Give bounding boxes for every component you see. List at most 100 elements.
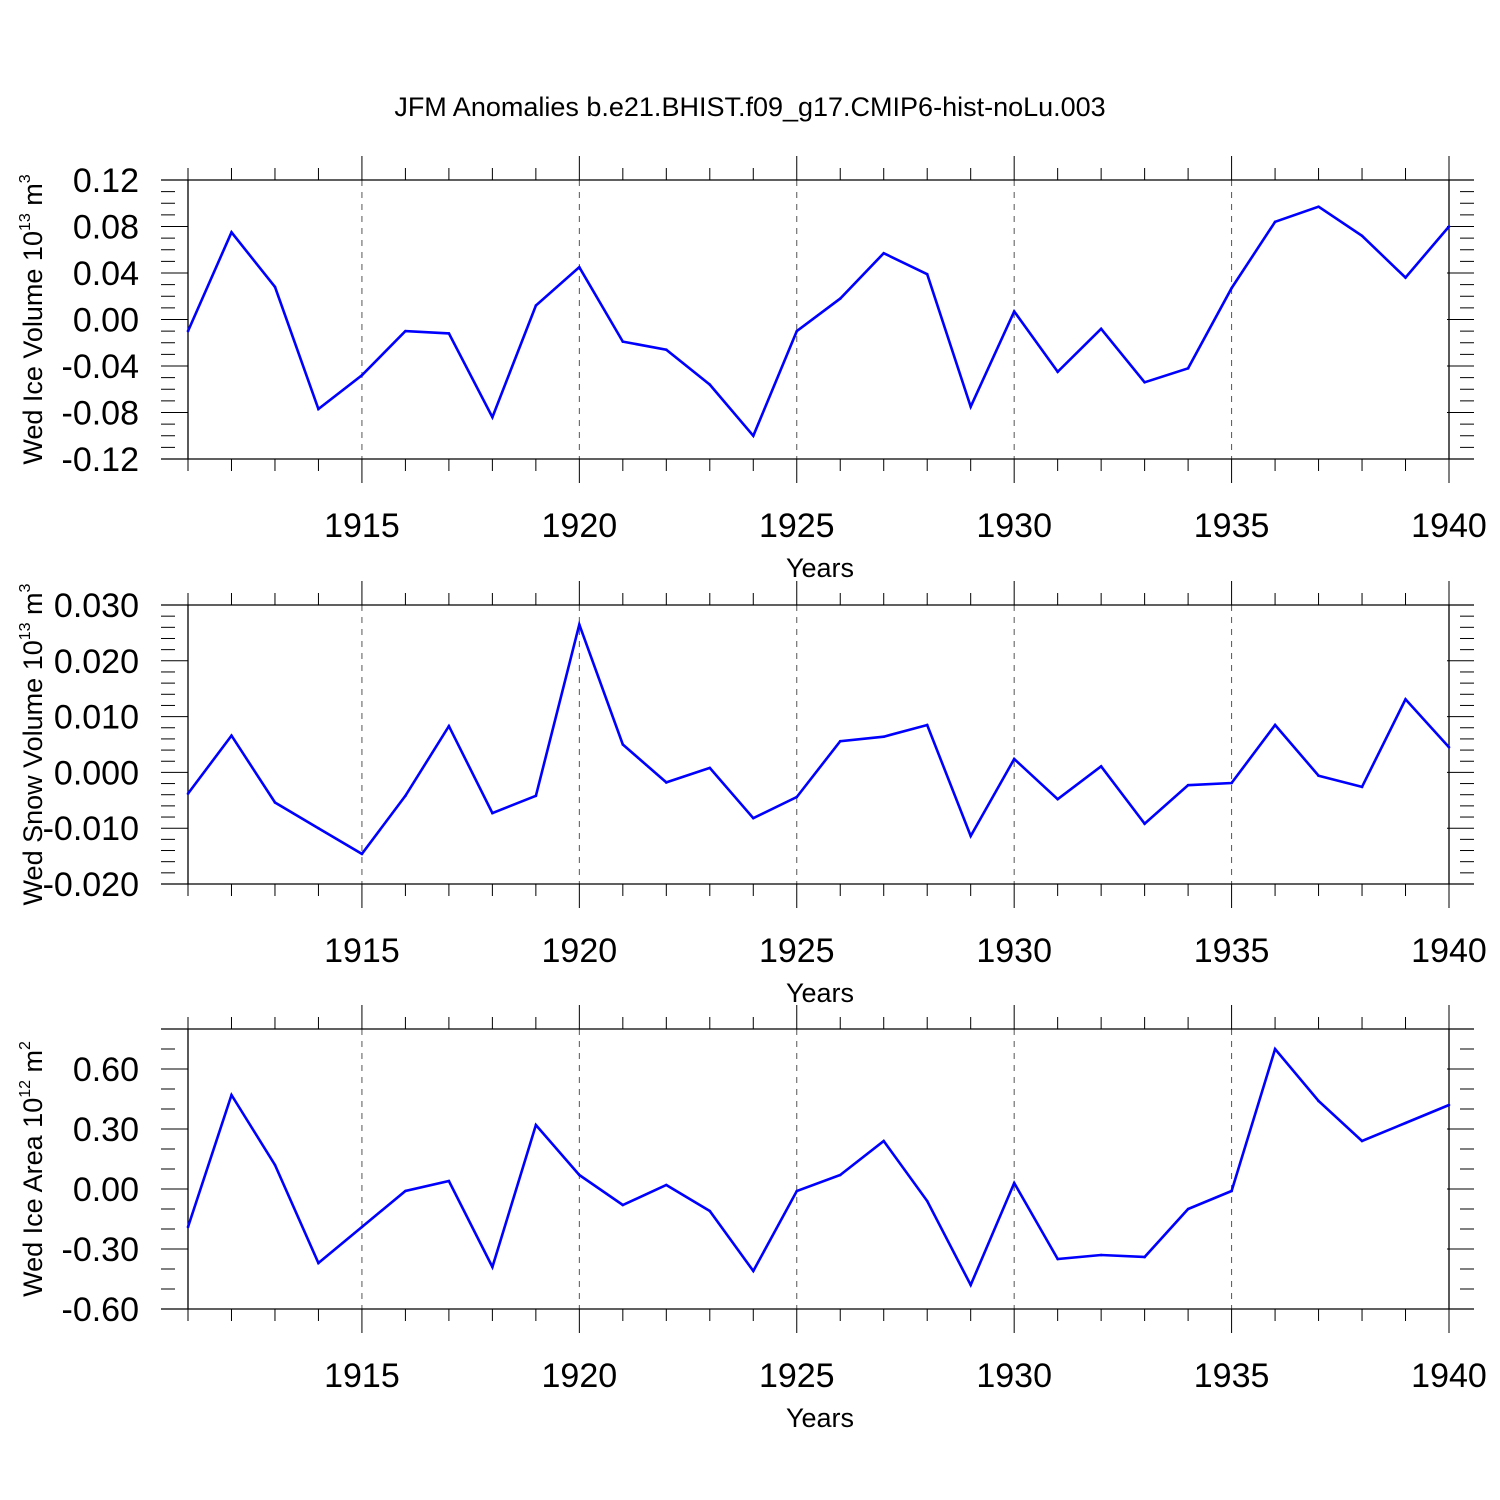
x-tick-label: 1915 xyxy=(324,507,400,545)
data-point xyxy=(1273,723,1277,727)
data-point xyxy=(1186,1207,1190,1211)
x-tick-label: 1930 xyxy=(976,932,1052,970)
data-point xyxy=(621,340,625,343)
chart-panel-1: 1915 1920 1925 1930 1935 1940 -0.12 -0.08 -0.04 0… xyxy=(17,156,1487,583)
series-line xyxy=(186,205,1450,439)
data-point xyxy=(751,816,755,820)
y-tick-label: 0.020 xyxy=(54,643,139,681)
x-tick-label: 1920 xyxy=(542,932,618,970)
data-point xyxy=(882,1139,886,1143)
data-point xyxy=(665,1183,668,1187)
data-point xyxy=(969,405,972,408)
data-point xyxy=(708,383,712,386)
y-tick-label: 0.010 xyxy=(54,699,139,737)
data-point xyxy=(708,766,712,770)
data-point xyxy=(969,834,972,838)
data-point xyxy=(1447,1103,1451,1107)
data-point xyxy=(1012,310,1016,313)
data-point xyxy=(447,724,451,728)
data-point xyxy=(1404,276,1407,279)
data-point xyxy=(534,794,538,798)
data-point xyxy=(578,265,581,269)
data-point xyxy=(838,1173,842,1177)
y-label-unit-exponent: 2 xyxy=(17,1041,34,1050)
y-tick-label: 0.60 xyxy=(73,1051,139,1089)
data-point xyxy=(1186,783,1190,787)
data-point xyxy=(447,1179,451,1183)
data-point xyxy=(1012,1181,1016,1185)
data-point xyxy=(1447,225,1451,228)
y-tick-label: -0.010 xyxy=(43,810,139,848)
x-tick-label: 1925 xyxy=(759,507,835,545)
y-label-text: Wed Snow Volume 10 xyxy=(18,640,48,905)
y-label-exponent: 12 xyxy=(17,1080,34,1098)
x-axis-label: Years xyxy=(786,553,854,583)
series-line xyxy=(186,1046,1450,1289)
data-point xyxy=(1056,797,1059,801)
data-point xyxy=(273,1163,277,1167)
data-point xyxy=(1099,327,1103,331)
data-point xyxy=(925,1199,929,1203)
y-tick-label: -0.020 xyxy=(43,866,139,904)
data-point xyxy=(360,374,364,377)
data-point xyxy=(708,1209,712,1213)
series-line xyxy=(186,620,1450,856)
x-tick-label: 1935 xyxy=(1194,1357,1270,1395)
data-point xyxy=(491,415,494,419)
data-point xyxy=(578,623,581,626)
data-point xyxy=(838,297,842,300)
data-point xyxy=(882,735,886,738)
y-tick-label: 0.030 xyxy=(54,587,139,625)
data-point xyxy=(1317,1099,1320,1103)
x-tick-label: 1940 xyxy=(1411,1357,1487,1395)
y-label-unit: m xyxy=(18,592,48,622)
x-tick-label: 1915 xyxy=(324,1357,400,1395)
data-point xyxy=(621,1203,625,1207)
data-point xyxy=(1360,234,1364,238)
y-tick-label: 0.08 xyxy=(73,209,139,247)
data-point xyxy=(534,1123,538,1127)
y-axis-label: Wed Ice Volume 1013 m3 xyxy=(17,174,48,464)
data-point xyxy=(491,811,494,815)
data-point xyxy=(795,795,799,799)
panels: 1915 1920 1925 1930 1935 1940 -0.12 -0.08 -0.04 0… xyxy=(17,156,1487,1433)
data-point xyxy=(230,231,233,234)
data-point xyxy=(1360,1139,1364,1143)
y-label-exponent: 13 xyxy=(17,213,34,231)
data-point xyxy=(1273,1047,1277,1051)
data-point xyxy=(273,801,277,804)
x-tick-label: 1925 xyxy=(759,1357,835,1395)
y-tick-label: 0.30 xyxy=(73,1111,139,1149)
data-point xyxy=(1404,698,1407,701)
y-label-unit-exponent: 3 xyxy=(17,583,34,592)
data-point xyxy=(925,272,929,276)
data-point xyxy=(230,1093,233,1097)
data-point xyxy=(1230,286,1233,290)
data-point xyxy=(1447,745,1451,749)
y-tick-label: 0.00 xyxy=(73,302,139,340)
x-tick-label: 1930 xyxy=(976,507,1052,545)
y-tick-label: -0.60 xyxy=(62,1291,140,1329)
data-point xyxy=(1317,205,1320,209)
data-point xyxy=(1143,822,1146,826)
y-label-unit: m xyxy=(18,1050,48,1080)
y-label-text: Wed Ice Area 10 xyxy=(18,1098,48,1297)
data-point xyxy=(447,332,451,335)
data-point xyxy=(1317,774,1320,778)
data-point xyxy=(1230,1189,1233,1193)
y-tick-label: 0.12 xyxy=(73,162,139,200)
chart-title: JFM Anomalies b.e21.BHIST.f09_g17.CMIP6-… xyxy=(394,92,1105,122)
x-tick-label: 1915 xyxy=(324,932,400,970)
data-point xyxy=(795,1189,799,1193)
y-label-unit: m xyxy=(18,183,48,213)
data-point xyxy=(665,781,668,784)
y-tick-label: -0.04 xyxy=(62,348,140,386)
data-point xyxy=(1099,1253,1103,1257)
x-tick-label: 1940 xyxy=(1411,932,1487,970)
data-point xyxy=(360,852,364,856)
data-point xyxy=(186,329,190,333)
data-point xyxy=(317,407,320,411)
y-label-text: Wed Ice Volume 10 xyxy=(18,231,48,465)
y-axis-label: Wed Snow Volume 1013 m3 xyxy=(17,583,48,905)
data-point xyxy=(186,1225,190,1229)
